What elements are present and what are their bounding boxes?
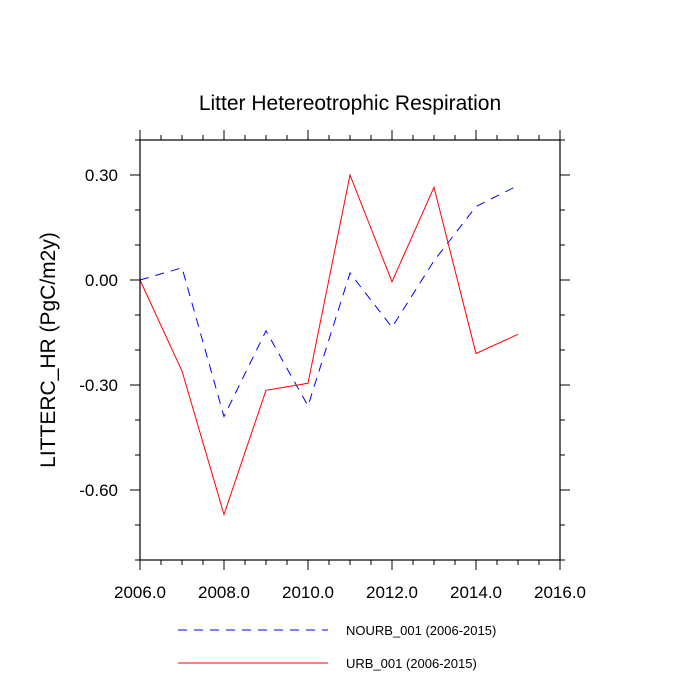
x-tick-label: 2016.0 (534, 583, 586, 602)
legend-label: URB_001 (2006-2015) (346, 656, 477, 671)
series-line-urb (139, 173, 519, 517)
x-tick-label: 2014.0 (450, 583, 502, 602)
x-tick-label: 2010.0 (282, 583, 334, 602)
plot-frame (139, 139, 561, 561)
legend: NOURB_001 (2006-2015) URB_001 (2006-2015) (178, 623, 496, 671)
y-tick-label: 0.00 (85, 271, 118, 290)
chart-title: Litter Hetereotrophic Respiration (199, 92, 501, 115)
x-tick-label: 2006.0 (114, 583, 166, 602)
ticks-layer: 2006.0 2008.0 2010.0 2012.0 2014.0 2016.0 0.30… (79, 130, 586, 602)
y-tick-label: -0.60 (79, 481, 118, 500)
legend-label: NOURB_001 (2006-2015) (346, 623, 496, 638)
series-layer (139, 173, 519, 517)
y-axis-label: LITTERC_HR (PgC/m2y) (37, 232, 60, 468)
y-tick-label: -0.30 (79, 376, 118, 395)
x-tick-label: 2012.0 (366, 583, 418, 602)
series-line-nourb (139, 185, 519, 418)
y-tick-label: 0.30 (85, 166, 118, 185)
x-tick-label: 2008.0 (198, 583, 250, 602)
